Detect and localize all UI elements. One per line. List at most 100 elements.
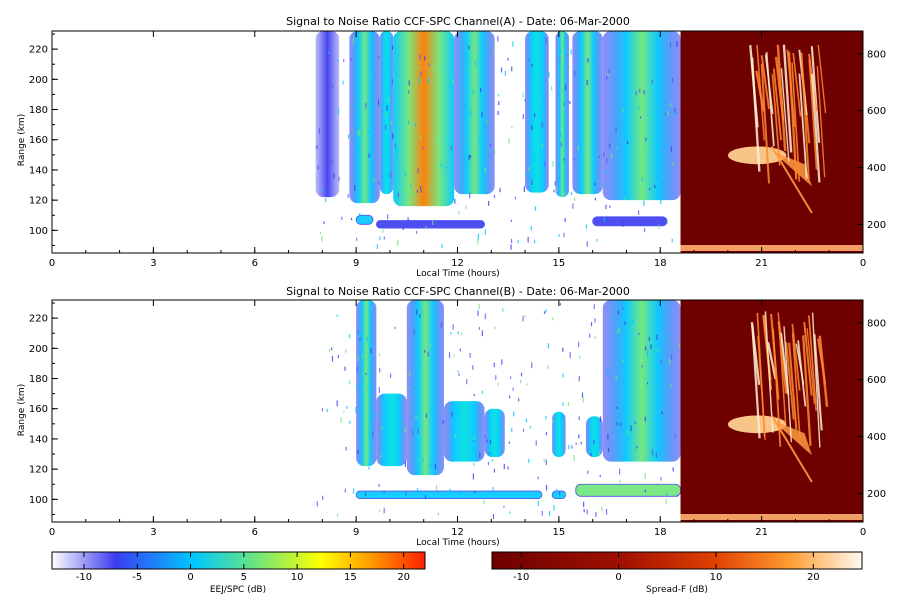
speckle <box>416 190 418 193</box>
speckle <box>558 234 560 238</box>
speckle <box>362 372 364 375</box>
speckle <box>560 55 562 59</box>
speckle <box>468 154 470 161</box>
spread-f-plume <box>760 63 770 184</box>
spread-f-plume <box>795 343 805 385</box>
speckle <box>595 511 597 518</box>
speckle <box>502 307 504 313</box>
x-tick-label: 6 <box>252 527 258 538</box>
speckle <box>466 379 468 385</box>
speckle <box>487 461 490 466</box>
y-tick-label: 180 <box>29 374 48 385</box>
speckle <box>453 354 455 357</box>
speckle <box>391 78 394 85</box>
speckle <box>367 444 369 451</box>
speckle <box>510 376 512 379</box>
speckle <box>479 452 481 458</box>
spread-f-plume <box>802 335 812 446</box>
speckle <box>654 184 656 189</box>
speckle <box>417 459 420 462</box>
speckle <box>632 320 634 325</box>
speckle <box>465 205 467 210</box>
speckle <box>562 151 564 156</box>
speckle <box>328 51 330 55</box>
speckle <box>441 243 443 249</box>
spread-f-plume <box>813 334 823 431</box>
speckle <box>489 144 492 147</box>
speckle <box>591 61 594 65</box>
speckle <box>336 513 339 517</box>
speckle <box>408 120 410 125</box>
speckle <box>513 411 515 417</box>
speckle <box>526 172 528 177</box>
speckle <box>494 149 496 154</box>
speckle <box>607 433 609 440</box>
speckle <box>561 412 563 419</box>
speckle <box>316 501 318 507</box>
panel-b-eej-heatmap <box>316 300 681 520</box>
y-tick-label: 160 <box>29 135 48 146</box>
speckle <box>622 109 624 113</box>
speckle <box>356 145 358 151</box>
speckle <box>524 98 526 102</box>
speckle <box>665 498 667 505</box>
speckle <box>473 463 475 466</box>
colorbar-tick-label: 0 <box>187 572 193 583</box>
speckle <box>333 172 335 179</box>
right-y-tick-label: 800 <box>867 318 886 329</box>
speckle <box>378 104 380 108</box>
speckle <box>345 349 347 353</box>
speckle <box>417 167 419 174</box>
speckle <box>493 362 495 368</box>
eej-column <box>376 393 407 467</box>
eej-column <box>454 31 495 195</box>
speckle <box>434 463 437 470</box>
speckle <box>560 132 562 137</box>
speckle <box>445 165 447 169</box>
spread-f-plume <box>811 73 821 183</box>
speckle <box>455 434 457 439</box>
speckle <box>420 190 422 193</box>
spread-f-plume <box>791 332 801 439</box>
speckle <box>458 373 460 377</box>
speckle <box>543 458 545 463</box>
speckle <box>551 86 553 91</box>
speckle <box>587 58 589 63</box>
speckle <box>336 400 338 407</box>
panel-b-spread-f-heatmap <box>680 300 863 522</box>
speckle <box>578 376 580 382</box>
speckle <box>617 311 620 314</box>
speckle <box>452 324 454 330</box>
speckle <box>435 220 437 226</box>
speckle <box>497 36 499 42</box>
speckle <box>533 157 535 161</box>
speckle <box>564 192 566 196</box>
panel-a-spread-f-heatmap <box>680 31 863 253</box>
speckle <box>569 352 571 359</box>
colorbar-spread-f-ticks: -10 0 10 20 <box>513 552 820 583</box>
speckle <box>337 355 340 359</box>
speckle <box>638 332 640 335</box>
speckle <box>430 344 432 347</box>
right-y-tick-label: 200 <box>867 220 886 231</box>
speckle <box>639 116 642 119</box>
speckle <box>556 186 558 192</box>
speckle <box>563 103 565 106</box>
speckle <box>610 153 613 158</box>
spread-f-plume <box>751 324 761 439</box>
speckle <box>674 108 676 114</box>
speckle <box>378 509 381 512</box>
speckle <box>383 491 385 495</box>
speckle <box>645 346 647 351</box>
speckle <box>354 185 356 191</box>
speckle <box>422 146 424 150</box>
speckle <box>559 303 561 306</box>
speckle <box>552 418 554 423</box>
speckle <box>492 51 494 54</box>
speckle <box>347 194 349 198</box>
speckle <box>365 102 367 109</box>
speckle <box>668 359 671 365</box>
speckle <box>646 116 648 119</box>
speckle <box>661 411 663 415</box>
speckle <box>469 155 472 158</box>
